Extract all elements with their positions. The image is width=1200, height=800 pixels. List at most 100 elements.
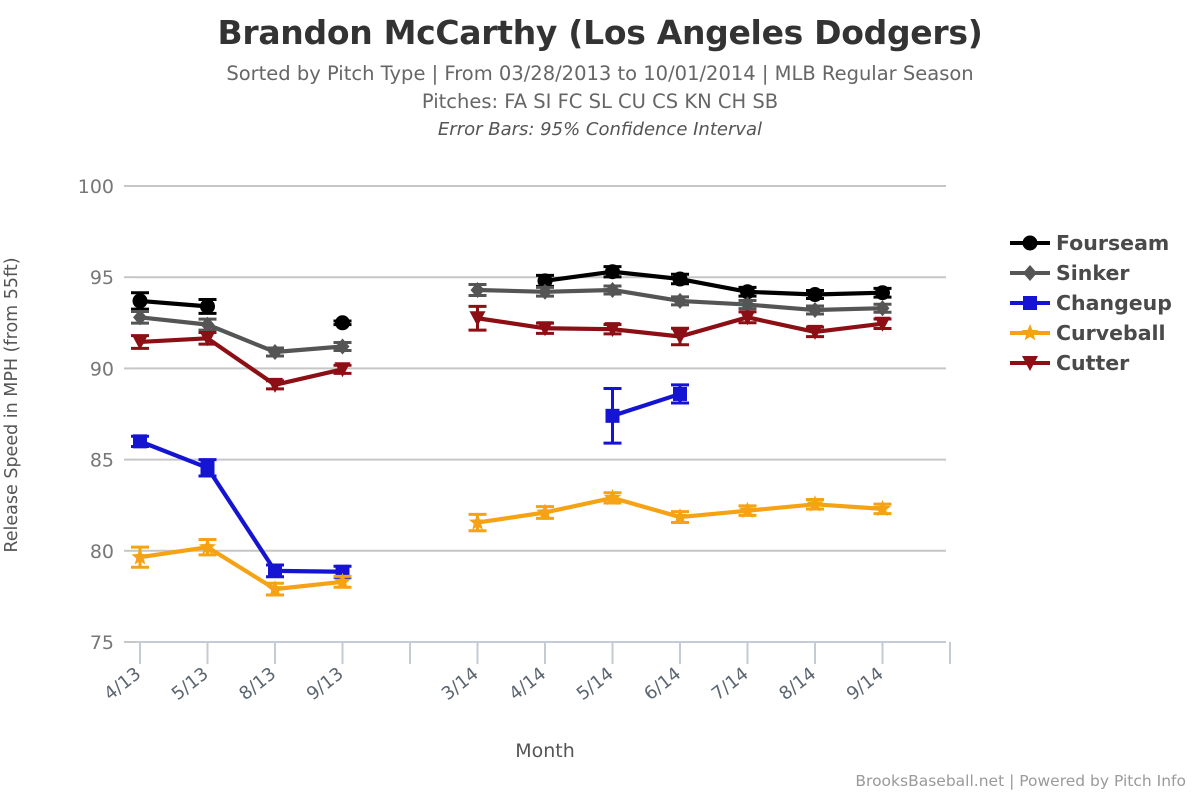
data-series (131, 264, 892, 597)
data-point-marker[interactable] (537, 321, 553, 337)
x-axis-tick-label: 5/13 (168, 663, 213, 704)
data-point-marker[interactable] (469, 311, 486, 327)
data-point-marker[interactable] (807, 324, 823, 340)
legend-item-label: Sinker (1056, 261, 1130, 285)
data-point-marker[interactable] (672, 329, 688, 345)
data-point-marker[interactable] (468, 513, 487, 530)
x-axis-tick-label: 4/14 (505, 663, 550, 704)
data-point-marker[interactable] (267, 377, 283, 393)
y-axis-tick-label: 90 (90, 358, 114, 380)
data-point-marker[interactable] (333, 572, 352, 590)
data-point-marker[interactable] (198, 538, 217, 555)
data-point-marker[interactable] (671, 508, 689, 525)
legend-item-sinker[interactable]: Sinker (1008, 258, 1198, 288)
legend-item-label: Changeup (1056, 291, 1172, 315)
data-point-marker[interactable] (334, 362, 351, 378)
legend-item-label: Cutter (1056, 351, 1130, 375)
data-point-marker[interactable] (132, 293, 148, 309)
legend-marker-star-icon (1008, 320, 1052, 346)
data-point-marker[interactable] (537, 273, 553, 289)
series-line (137, 315, 345, 355)
data-point-marker[interactable] (875, 285, 890, 301)
data-point-marker[interactable] (672, 271, 688, 287)
series-curveball (131, 488, 892, 597)
x-axis-title: Month (515, 740, 575, 762)
series-changeup (131, 383, 689, 579)
data-point-marker[interactable] (739, 310, 756, 326)
legend-item-curveball[interactable]: Curveball (1008, 318, 1198, 348)
x-axis-ticks (136, 641, 951, 664)
x-axis-tick-labels: 4/13 5/13 8/13 9/13 3/14 4/14 5/14 6/14 7/14 8/14… (100, 663, 887, 704)
data-point-marker[interactable] (335, 315, 350, 331)
series-sinker (131, 281, 892, 360)
data-point-marker[interactable] (738, 501, 757, 518)
data-point-marker[interactable] (131, 548, 149, 565)
data-point-marker[interactable] (335, 338, 350, 355)
data-point-marker[interactable] (605, 281, 620, 298)
legend-item-label: Fourseam (1056, 231, 1170, 255)
legend-item-cutter[interactable]: Cutter (1008, 348, 1198, 378)
data-point-marker[interactable] (874, 316, 891, 332)
data-point-marker[interactable] (604, 322, 621, 338)
x-axis-tick-label: 3/14 (438, 663, 483, 704)
data-point-marker[interactable] (673, 292, 687, 309)
data-point-marker[interactable] (808, 302, 822, 319)
data-point-marker[interactable] (200, 460, 215, 475)
data-point-marker[interactable] (807, 287, 823, 303)
x-axis-tick-label: 6/14 (640, 663, 685, 704)
y-axis-tick-label: 75 (90, 632, 114, 654)
legend-marker-diamond-icon (1008, 260, 1052, 286)
y-axis-tick-label: 85 (90, 450, 114, 472)
data-point-marker[interactable] (132, 334, 148, 350)
y-axis-tick-label: 100 (78, 176, 114, 198)
footer-credit: BrooksBaseball.net | Powered by Pitch In… (855, 772, 1186, 790)
data-point-marker[interactable] (605, 408, 620, 423)
data-point-marker[interactable] (538, 283, 552, 300)
data-point-marker[interactable] (740, 284, 755, 300)
data-point-marker[interactable] (536, 503, 554, 520)
data-point-marker[interactable] (268, 563, 282, 578)
data-point-marker[interactable] (740, 296, 755, 313)
series-line (137, 298, 210, 309)
series-line (610, 391, 683, 418)
data-point-marker[interactable] (200, 298, 215, 314)
series-line (542, 269, 885, 297)
x-axis-tick-label: 9/13 (303, 663, 348, 704)
series-line (137, 439, 345, 574)
x-axis-tick-label: 7/14 (708, 663, 753, 704)
data-point-marker[interactable] (673, 386, 687, 401)
y-axis-tick-labels: 75 80 85 90 95 100 (78, 176, 114, 654)
x-axis-tick-label: 9/14 (843, 663, 888, 704)
x-axis-tick-label: 8/14 (775, 663, 820, 704)
data-point-marker[interactable] (200, 316, 215, 333)
legend-item-label: Curveball (1056, 321, 1166, 345)
legend-marker-circle-icon (1008, 230, 1052, 256)
y-axis-tick-label: 95 (90, 267, 114, 289)
gridlines (124, 185, 946, 643)
data-point-marker[interactable] (603, 488, 622, 506)
data-point-marker[interactable] (605, 264, 620, 280)
legend-item-changeup[interactable]: Changeup (1008, 288, 1198, 318)
data-point-marker[interactable] (133, 434, 147, 449)
data-point-marker[interactable] (873, 499, 892, 517)
legend-item-fourseam[interactable]: Fourseam (1008, 228, 1198, 258)
x-axis-tick-label: 5/14 (573, 663, 618, 704)
data-point-marker[interactable] (470, 281, 485, 298)
legend: Fourseam Sinker Changeup Curveball Cutter (1008, 228, 1198, 378)
data-point-marker[interactable] (266, 580, 284, 597)
x-axis-tick-label: 8/13 (235, 663, 280, 704)
series-line (137, 545, 345, 592)
data-point-marker[interactable] (875, 300, 890, 317)
series-line (137, 336, 345, 387)
y-axis-tick-label: 80 (90, 541, 114, 563)
legend-marker-square-icon (1008, 290, 1052, 316)
data-point-marker[interactable] (199, 331, 216, 347)
x-axis-tick-label: 4/13 (100, 663, 145, 704)
legend-marker-triangle-down-icon (1008, 350, 1052, 376)
data-point-marker[interactable] (268, 343, 282, 360)
series-fourseam (131, 264, 892, 331)
data-point-marker[interactable] (133, 309, 147, 326)
data-point-marker[interactable] (806, 495, 824, 512)
